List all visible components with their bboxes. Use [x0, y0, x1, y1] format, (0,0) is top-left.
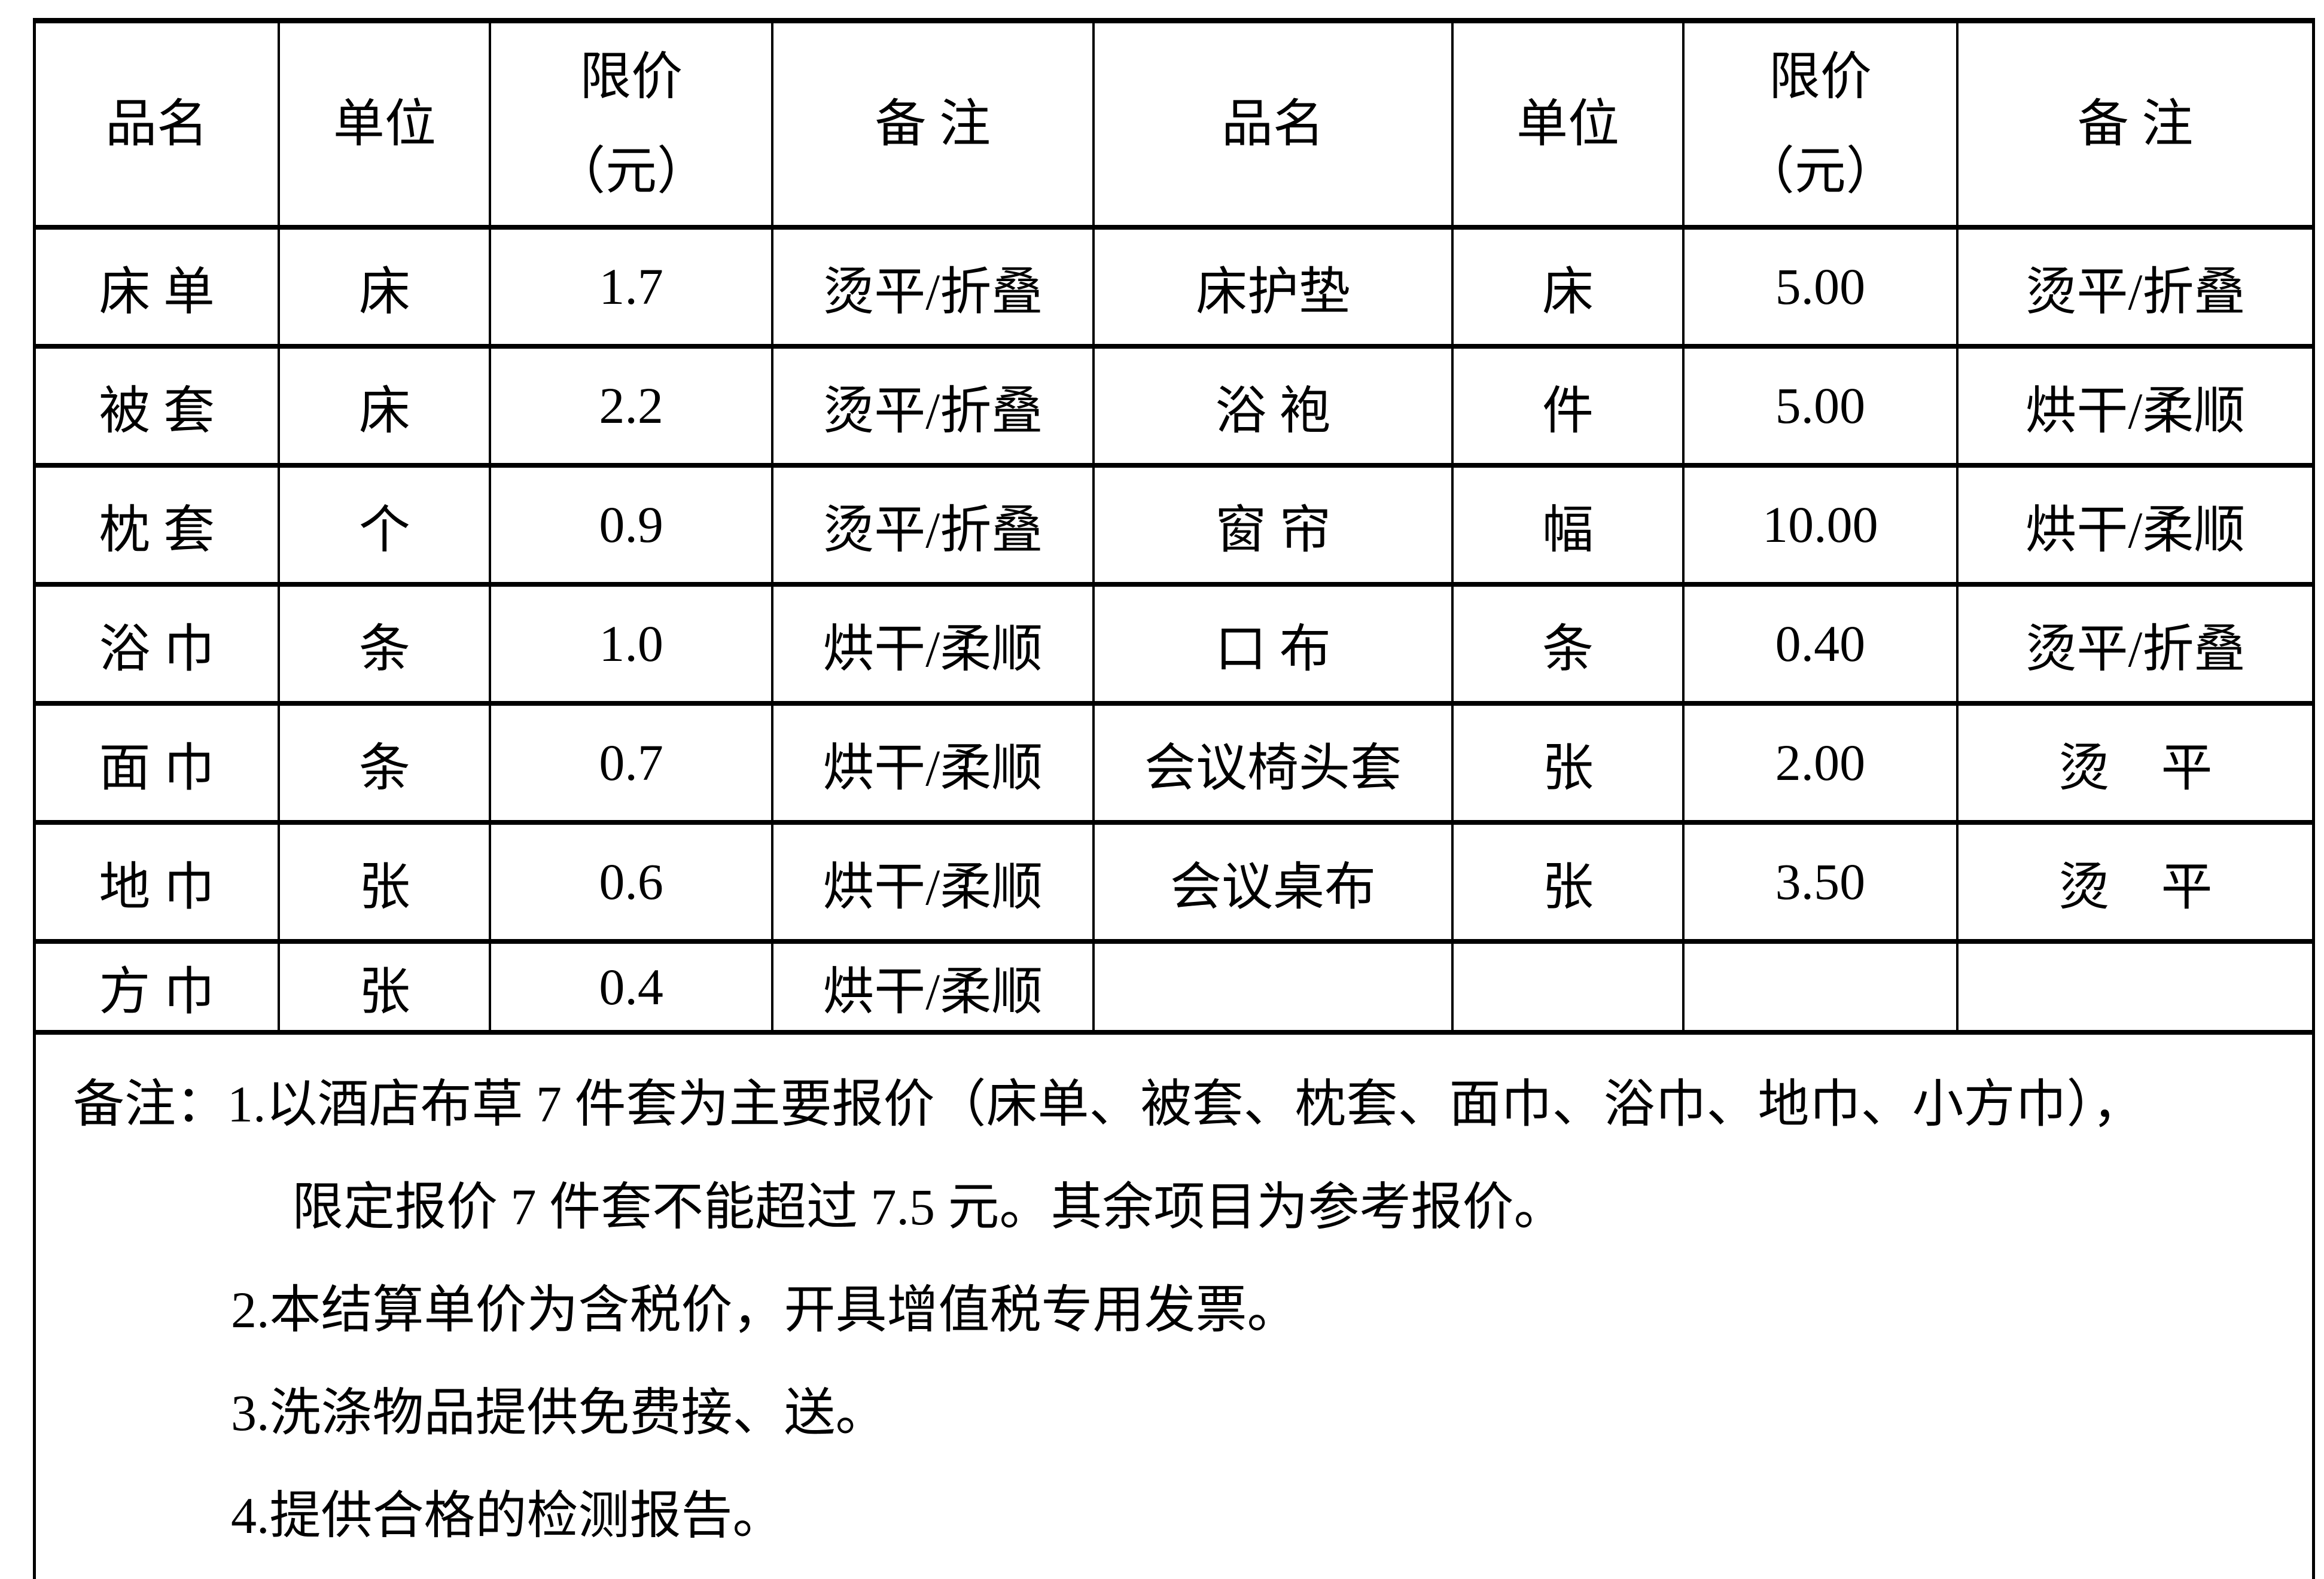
table-cell: 张 — [278, 938, 492, 1035]
table-cell: 烘干/柔顺 — [770, 700, 1095, 825]
header-price-limit-right: 限价 （元） — [1682, 18, 1959, 230]
table-cell: 烘干/柔顺 — [770, 581, 1095, 706]
table-cell: 条 — [278, 581, 492, 706]
note-line: 2.本结算单价为含税价，开具增值税专用发票。 — [231, 1281, 1299, 1339]
table-cell: 浴 袍 — [1092, 343, 1454, 468]
table-cell: 口 布 — [1092, 581, 1454, 706]
note-line: 限定报价 7 件套不能超过 7.5 元。其余项目为参考报价。 — [292, 1178, 1565, 1236]
note-line: 3.洗涤物品提供免费接、送。 — [231, 1383, 887, 1441]
table-cell: 0.7 — [489, 700, 773, 825]
header-price-limit-left: 限价 （元） — [489, 18, 773, 230]
table-cell — [1956, 938, 2315, 1035]
table-cell: 5.00 — [1682, 343, 1959, 468]
table-cell: 会议桌布 — [1092, 819, 1454, 944]
header-item-name-right: 品名 — [1092, 18, 1454, 230]
notes-row: 备注：1.以酒店布草 7 件套为主要报价（床单、被套、枕套、面巾、浴巾、地巾、小… — [33, 1029, 2315, 1579]
table-cell: 烘干/柔顺 — [770, 819, 1095, 944]
header-unit-right: 单位 — [1451, 18, 1685, 230]
header-remark-right: 备 注 — [1956, 18, 2315, 230]
laundry-price-table: 品名 单位 限价 （元） 备 注 品名 单位 限价 （元） 备 注 床 单床 1.… — [33, 18, 2315, 1579]
table-cell: 2.2 — [489, 343, 773, 468]
table-cell: 面 巾 — [33, 700, 281, 825]
table-row: 浴 巾条 1.0 烘干/柔顺口 布条 0.40 烫平/折叠 — [33, 581, 2315, 706]
table-cell: 张 — [1451, 700, 1685, 825]
table-cell: 烘干/柔顺 — [1956, 343, 2315, 468]
note-line: 备注：1.以酒店布草 7 件套为主要报价（床单、被套、枕套、面巾、浴巾、地巾、小… — [73, 1075, 2144, 1133]
table-cell: 烫平/折叠 — [770, 343, 1095, 468]
table-row: 枕 套个 0.9 烫平/折叠窗 帘幅 10.00 烘干/柔顺 — [33, 462, 2315, 587]
table-cell: 张 — [278, 819, 492, 944]
table-cell: 3.50 — [1682, 819, 1959, 944]
table-cell — [1682, 938, 1959, 1035]
table-cell: 2.00 — [1682, 700, 1959, 825]
table-row: 被 套床 2.2 烫平/折叠浴 袍件 5.00 烘干/柔顺 — [33, 343, 2315, 468]
table-cell: 烫 平 — [1956, 819, 2315, 944]
table-cell: 烘干/柔顺 — [1956, 462, 2315, 587]
table-cell: 浴 巾 — [33, 581, 281, 706]
table-cell: 床护垫 — [1092, 224, 1454, 349]
table-cell: 烫平/折叠 — [1956, 581, 2315, 706]
table-cell: 烫平/折叠 — [1956, 224, 2315, 349]
table-cell: 烫平/折叠 — [770, 224, 1095, 349]
table-row: 方 巾张 0.4 烘干/柔顺 — [33, 938, 2315, 1035]
table-cell: 件 — [1451, 343, 1685, 468]
table-row: 面 巾条 0.7 烘干/柔顺 会议椅头套张 2.00 烫 平 — [33, 700, 2315, 825]
table-cell: 0.9 — [489, 462, 773, 587]
table-cell: 会议椅头套 — [1092, 700, 1454, 825]
table-cell: 烫 平 — [1956, 700, 2315, 825]
table-cell: 被 套 — [33, 343, 281, 468]
table-cell: 窗 帘 — [1092, 462, 1454, 587]
table-row: 地 巾张 0.6 烘干/柔顺 会议桌布张 3.50 烫 平 — [33, 819, 2315, 944]
table-cell: 条 — [278, 700, 492, 825]
table-cell: 烘干/柔顺 — [770, 938, 1095, 1035]
table-cell: 0.4 — [489, 938, 773, 1035]
table-cell: 条 — [1451, 581, 1685, 706]
table-cell — [1092, 938, 1454, 1035]
table-cell: 床 — [278, 343, 492, 468]
table-cell: 枕 套 — [33, 462, 281, 587]
table-cell: 个 — [278, 462, 492, 587]
header-item-name-left: 品名 — [33, 18, 281, 230]
table-cell: 幅 — [1451, 462, 1685, 587]
table-cell: 床 — [278, 224, 492, 349]
table-cell: 10.00 — [1682, 462, 1959, 587]
table-row: 床 单床 1.7 烫平/折叠 床护垫床 5.00 烫平/折叠 — [33, 224, 2315, 349]
table-cell: 方 巾 — [33, 938, 281, 1035]
table-cell — [1451, 938, 1685, 1035]
header-unit-left: 单位 — [278, 18, 492, 230]
table-cell: 床 单 — [33, 224, 281, 349]
table-cell: 1.0 — [489, 581, 773, 706]
note-line: 4.提供合格的检测报告。 — [231, 1486, 784, 1544]
table-cell: 1.7 — [489, 224, 773, 349]
notes-cell: 备注：1.以酒店布草 7 件套为主要报价（床单、被套、枕套、面巾、浴巾、地巾、小… — [33, 1029, 2315, 1579]
header-remark-left: 备 注 — [770, 18, 1095, 230]
table-cell: 5.00 — [1682, 224, 1959, 349]
table-cell: 张 — [1451, 819, 1685, 944]
table-cell: 0.40 — [1682, 581, 1959, 706]
table-cell: 地 巾 — [33, 819, 281, 944]
header-row: 品名 单位 限价 （元） 备 注 品名 单位 限价 （元） 备 注 — [33, 18, 2315, 230]
table-cell: 床 — [1451, 224, 1685, 349]
table-cell: 烫平/折叠 — [770, 462, 1095, 587]
table-cell: 0.6 — [489, 819, 773, 944]
